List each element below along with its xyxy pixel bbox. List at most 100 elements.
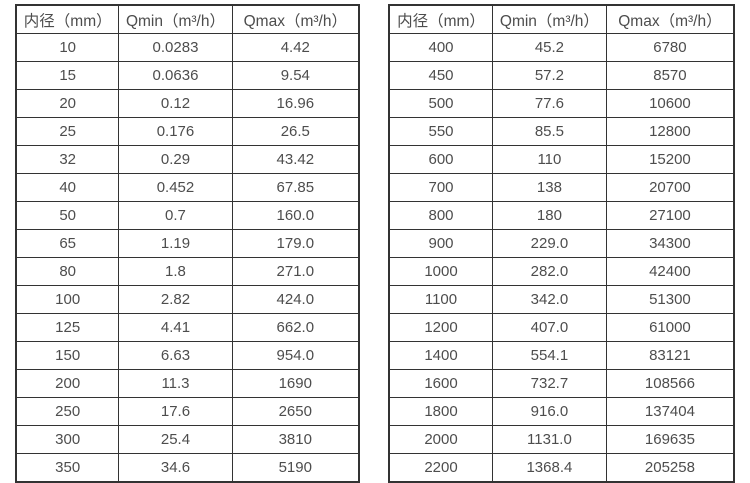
- table-row: 450 57.2 8570: [388, 61, 735, 90]
- table-cell: 282.0: [492, 257, 607, 286]
- table-cell: 6.63: [118, 341, 233, 370]
- column-header: Qmax（m³/h）: [605, 4, 735, 34]
- table-row: 250 17.6 2650: [15, 397, 360, 426]
- table-cell: 800: [388, 201, 493, 230]
- table-row: 2200 1368.4 205258: [388, 453, 735, 483]
- table-cell: 20700: [605, 173, 735, 202]
- table-cell: 20: [15, 89, 120, 118]
- table-row: 350 34.6 5190: [15, 453, 360, 483]
- table-cell: 700: [388, 173, 493, 202]
- table-header-row: 内径（mm） Qmin（m³/h） Qmax（m³/h）: [15, 4, 360, 34]
- table-cell: 954.0: [231, 341, 360, 370]
- table-row: 100 2.82 424.0: [15, 285, 360, 314]
- table-cell: 3810: [231, 425, 360, 454]
- table-cell: 5190: [231, 453, 360, 483]
- table-cell: 9.54: [231, 61, 360, 90]
- table-cell: 25.4: [118, 425, 233, 454]
- table-row: 500 77.6 10600: [388, 89, 735, 118]
- column-header: Qmin（m³/h）: [492, 4, 607, 34]
- table-cell: 80: [15, 257, 120, 286]
- table-cell: 17.6: [118, 397, 233, 426]
- table-header: 内径（mm） Qmin（m³/h） Qmax（m³/h）: [15, 4, 360, 34]
- table-cell: 51300: [605, 285, 735, 314]
- table-row: 65 1.19 179.0: [15, 229, 360, 258]
- table-cell: 2200: [388, 453, 493, 483]
- table-row: 10 0.0283 4.42: [15, 33, 360, 62]
- table-cell: 1.19: [118, 229, 233, 258]
- table-body: 400 45.2 6780 450 57.2 8570 500 77.6 10600 550 85.…: [388, 33, 735, 483]
- table-row: 125 4.41 662.0: [15, 313, 360, 342]
- table-row: 1800 916.0 137404: [388, 397, 735, 426]
- table-cell: 916.0: [492, 397, 607, 426]
- table-cell: 169635: [605, 425, 735, 454]
- table-cell: 179.0: [231, 229, 360, 258]
- table-row: 1600 732.7 108566: [388, 369, 735, 398]
- table-cell: 83121: [605, 341, 735, 370]
- table-cell: 0.452: [118, 173, 233, 202]
- table-header: 内径（mm） Qmin（m³/h） Qmax（m³/h）: [388, 4, 735, 34]
- table-cell: 300: [15, 425, 120, 454]
- table-cell: 34300: [605, 229, 735, 258]
- table-cell: 11.3: [118, 369, 233, 398]
- table-row: 1400 554.1 83121: [388, 341, 735, 370]
- table-cell: 100: [15, 285, 120, 314]
- table-cell: 125: [15, 313, 120, 342]
- table-cell: 205258: [605, 453, 735, 483]
- table-row: 1100 342.0 51300: [388, 285, 735, 314]
- table-cell: 6780: [605, 33, 735, 62]
- table-cell: 0.0636: [118, 61, 233, 90]
- table-row: 600 110 15200: [388, 145, 735, 174]
- table-row: 15 0.0636 9.54: [15, 61, 360, 90]
- table-cell: 8570: [605, 61, 735, 90]
- table-cell: 40: [15, 173, 120, 202]
- table-cell: 1000: [388, 257, 493, 286]
- table-cell: 77.6: [492, 89, 607, 118]
- table-row: 1200 407.0 61000: [388, 313, 735, 342]
- table-row: 550 85.5 12800: [388, 117, 735, 146]
- table-cell: 450: [388, 61, 493, 90]
- table-cell: 600: [388, 145, 493, 174]
- column-header: 内径（mm）: [388, 4, 493, 34]
- table-cell: 42400: [605, 257, 735, 286]
- table-row: 1000 282.0 42400: [388, 257, 735, 286]
- table-cell: 0.7: [118, 201, 233, 230]
- table-cell: 662.0: [231, 313, 360, 342]
- table-cell: 550: [388, 117, 493, 146]
- table-cell: 500: [388, 89, 493, 118]
- table-cell: 0.176: [118, 117, 233, 146]
- table-cell: 1600: [388, 369, 493, 398]
- table-cell: 900: [388, 229, 493, 258]
- table-cell: 50: [15, 201, 120, 230]
- table-cell: 10600: [605, 89, 735, 118]
- table-row: 900 229.0 34300: [388, 229, 735, 258]
- table-row: 400 45.2 6780: [388, 33, 735, 62]
- table-row: 200 11.3 1690: [15, 369, 360, 398]
- table-cell: 16.96: [231, 89, 360, 118]
- flow-spec-table-small-diameters: 内径（mm） Qmin（m³/h） Qmax（m³/h） 10 0.0283 4.42 1…: [15, 4, 360, 483]
- table-cell: 400: [388, 33, 493, 62]
- table-cell: 1368.4: [492, 453, 607, 483]
- column-header: Qmax（m³/h）: [231, 4, 360, 34]
- column-header: Qmin（m³/h）: [118, 4, 233, 34]
- table-cell: 12800: [605, 117, 735, 146]
- table-cell: 1131.0: [492, 425, 607, 454]
- table-cell: 65: [15, 229, 120, 258]
- table-row: 25 0.176 26.5: [15, 117, 360, 146]
- table-row: 20 0.12 16.96: [15, 89, 360, 118]
- table-cell: 4.41: [118, 313, 233, 342]
- table-cell: 180: [492, 201, 607, 230]
- table-body: 10 0.0283 4.42 15 0.0636 9.54 20 0.12 16.96 25 0.1…: [15, 33, 360, 483]
- table-row: 40 0.452 67.85: [15, 173, 360, 202]
- table-row: 800 180 27100: [388, 201, 735, 230]
- table-cell: 424.0: [231, 285, 360, 314]
- table-cell: 4.42: [231, 33, 360, 62]
- table-cell: 150: [15, 341, 120, 370]
- table-cell: 554.1: [492, 341, 607, 370]
- table-row: 50 0.7 160.0: [15, 201, 360, 230]
- table-cell: 61000: [605, 313, 735, 342]
- table-cell: 2000: [388, 425, 493, 454]
- table-cell: 45.2: [492, 33, 607, 62]
- table-row: 32 0.29 43.42: [15, 145, 360, 174]
- table-cell: 67.85: [231, 173, 360, 202]
